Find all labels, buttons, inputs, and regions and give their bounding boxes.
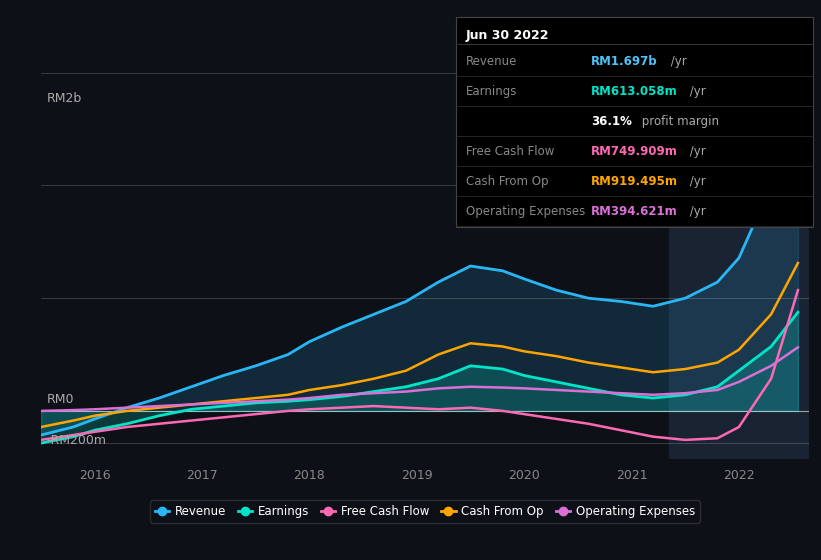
Legend: Revenue, Earnings, Free Cash Flow, Cash From Op, Operating Expenses: Revenue, Earnings, Free Cash Flow, Cash … (150, 501, 699, 523)
Text: RM0: RM0 (47, 393, 74, 406)
Text: Jun 30 2022: Jun 30 2022 (466, 29, 549, 42)
Text: /yr: /yr (686, 85, 705, 98)
Bar (669, 73, 809, 459)
Text: Revenue: Revenue (466, 55, 517, 68)
Text: RM919.495m: RM919.495m (591, 175, 678, 188)
Text: RM1.697b: RM1.697b (591, 55, 658, 68)
Text: /yr: /yr (686, 145, 705, 158)
Text: RM749.909m: RM749.909m (591, 145, 678, 158)
Text: /yr: /yr (686, 206, 705, 218)
Text: profit margin: profit margin (639, 115, 719, 128)
Text: Free Cash Flow: Free Cash Flow (466, 145, 554, 158)
Text: /yr: /yr (667, 55, 686, 68)
Text: /yr: /yr (686, 175, 705, 188)
Text: Earnings: Earnings (466, 85, 517, 98)
Text: Cash From Op: Cash From Op (466, 175, 548, 188)
Text: -RM200m: -RM200m (47, 434, 107, 447)
Text: RM2b: RM2b (47, 92, 81, 105)
Text: Operating Expenses: Operating Expenses (466, 206, 585, 218)
Text: RM394.621m: RM394.621m (591, 206, 678, 218)
Text: 36.1%: 36.1% (591, 115, 632, 128)
Text: RM613.058m: RM613.058m (591, 85, 678, 98)
